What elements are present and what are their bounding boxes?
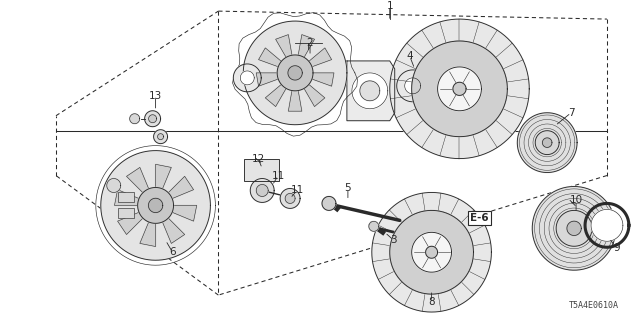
Polygon shape: [397, 70, 429, 102]
Polygon shape: [156, 164, 172, 189]
Polygon shape: [277, 55, 313, 91]
Polygon shape: [172, 205, 196, 221]
Polygon shape: [438, 67, 481, 111]
Polygon shape: [107, 179, 121, 192]
Text: 8: 8: [428, 297, 435, 307]
Polygon shape: [234, 64, 261, 92]
Polygon shape: [276, 35, 292, 57]
Text: 11: 11: [291, 186, 304, 196]
Polygon shape: [517, 113, 577, 172]
Polygon shape: [100, 151, 211, 260]
Polygon shape: [163, 218, 185, 244]
Polygon shape: [243, 21, 347, 125]
Polygon shape: [285, 194, 295, 204]
Text: 2: 2: [307, 38, 314, 48]
Text: 7: 7: [568, 108, 575, 118]
Text: 9: 9: [614, 243, 620, 253]
Polygon shape: [157, 134, 164, 140]
Polygon shape: [115, 190, 139, 205]
Polygon shape: [412, 232, 452, 272]
Text: 5: 5: [344, 183, 351, 194]
Polygon shape: [369, 221, 379, 231]
Polygon shape: [390, 210, 474, 294]
Bar: [118, 208, 134, 218]
Polygon shape: [289, 91, 302, 111]
Polygon shape: [127, 167, 148, 193]
Text: T5A4E0610A: T5A4E0610A: [569, 301, 619, 310]
Text: 3: 3: [390, 235, 397, 245]
Text: 6: 6: [169, 247, 176, 257]
Polygon shape: [140, 222, 156, 246]
Text: 1: 1: [387, 1, 393, 11]
Polygon shape: [347, 61, 395, 121]
Polygon shape: [360, 81, 380, 101]
Polygon shape: [240, 71, 254, 85]
Polygon shape: [412, 41, 508, 137]
Text: 4: 4: [406, 51, 413, 61]
Polygon shape: [567, 221, 581, 236]
Polygon shape: [256, 73, 278, 86]
Text: 11: 11: [271, 171, 285, 180]
Polygon shape: [259, 48, 282, 67]
Polygon shape: [372, 192, 492, 312]
Polygon shape: [266, 84, 286, 107]
Polygon shape: [145, 111, 161, 127]
Polygon shape: [250, 179, 274, 203]
Polygon shape: [138, 188, 173, 223]
Polygon shape: [148, 115, 157, 123]
Polygon shape: [304, 84, 325, 107]
Polygon shape: [256, 185, 268, 196]
Polygon shape: [148, 198, 163, 212]
Text: 12: 12: [252, 154, 265, 164]
Bar: [244, 159, 279, 180]
Text: 10: 10: [570, 196, 582, 205]
Polygon shape: [404, 78, 420, 94]
Polygon shape: [591, 209, 623, 241]
Text: E-6: E-6: [470, 213, 489, 223]
Polygon shape: [352, 73, 388, 109]
Polygon shape: [390, 19, 529, 159]
Text: 13: 13: [149, 91, 162, 101]
Polygon shape: [309, 48, 332, 67]
Polygon shape: [312, 73, 334, 86]
Polygon shape: [535, 131, 559, 155]
Polygon shape: [556, 210, 592, 246]
Polygon shape: [542, 138, 552, 148]
Bar: [118, 192, 134, 203]
Polygon shape: [288, 66, 302, 80]
Polygon shape: [322, 196, 336, 210]
Polygon shape: [118, 212, 143, 235]
Polygon shape: [280, 188, 300, 208]
Polygon shape: [130, 114, 140, 124]
Polygon shape: [426, 246, 438, 258]
Polygon shape: [298, 35, 314, 57]
Polygon shape: [154, 130, 168, 144]
Polygon shape: [453, 82, 466, 95]
Polygon shape: [168, 176, 193, 198]
Polygon shape: [532, 187, 616, 270]
